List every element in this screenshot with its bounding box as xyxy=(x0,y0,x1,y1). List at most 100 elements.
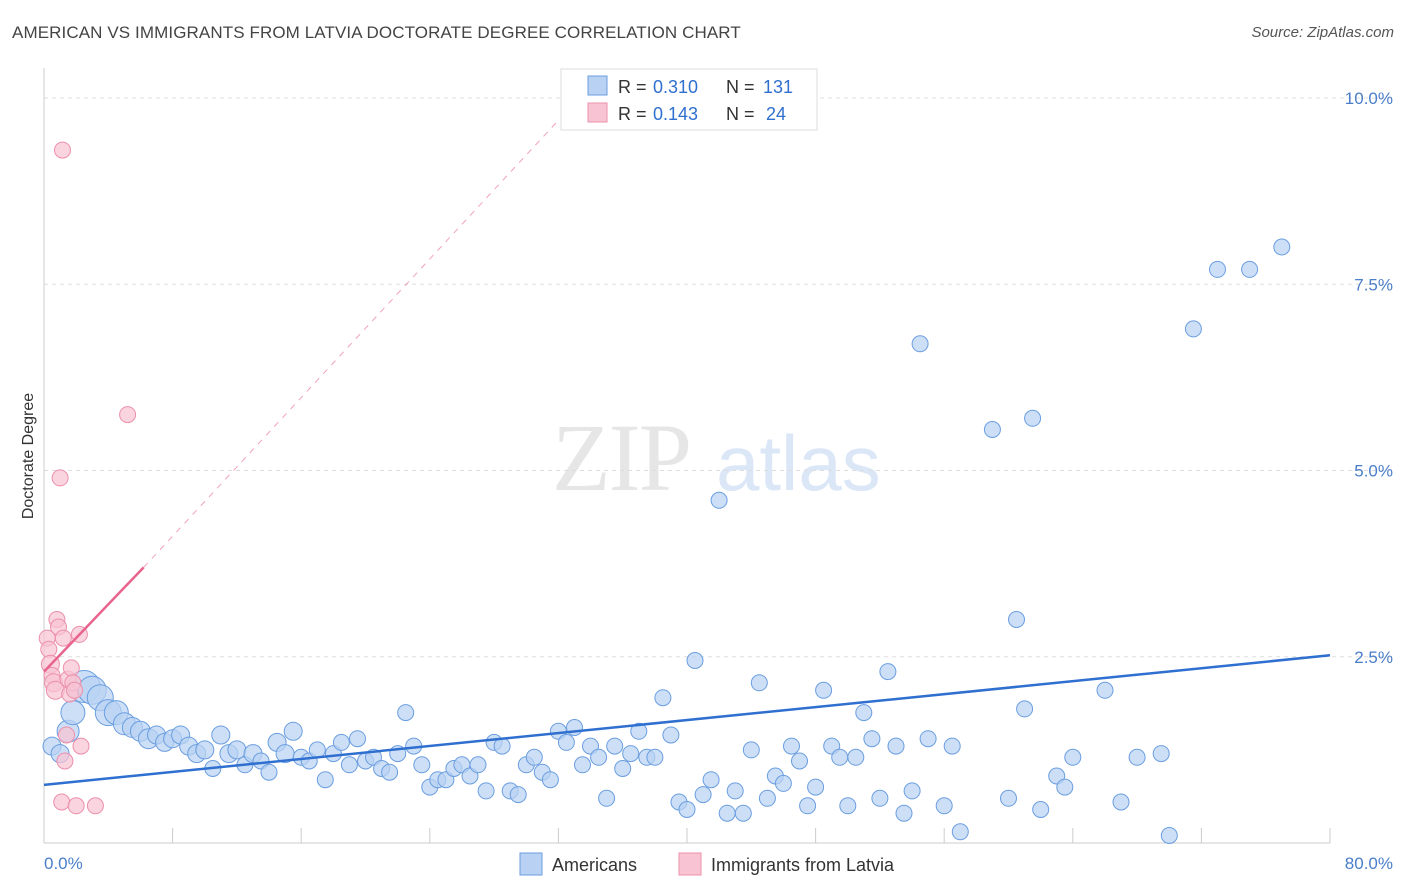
series-legend-swatch-latvia[interactable] xyxy=(678,852,702,876)
americans-point xyxy=(943,737,961,755)
americans-point xyxy=(260,763,278,781)
americans-point xyxy=(316,771,334,789)
series-legend-label-americans[interactable]: Americans xyxy=(552,855,637,875)
americans-point xyxy=(726,782,744,800)
americans-point xyxy=(574,756,591,774)
stats-legend: R = 0.310 N = 131 R = 0.143 N = 24 xyxy=(560,68,818,131)
series-legend[interactable]: Americans Immigrants from Latvia xyxy=(519,852,895,876)
latvia-point xyxy=(67,797,85,815)
americans-point xyxy=(983,421,1001,438)
series-legend-label-latvia[interactable]: Immigrants from Latvia xyxy=(711,855,895,875)
gridlines xyxy=(44,97,1395,658)
americans-point xyxy=(919,730,937,748)
americans-point xyxy=(646,748,664,766)
americans-point xyxy=(815,681,833,699)
americans-point xyxy=(831,748,849,766)
americans-point xyxy=(622,745,640,763)
americans-point xyxy=(397,704,415,722)
americans-point xyxy=(1184,320,1202,338)
americans-point xyxy=(678,801,696,818)
americans-point xyxy=(951,823,969,841)
americans-point xyxy=(839,797,857,815)
americans-point xyxy=(477,782,495,800)
x-axis-ticks xyxy=(43,828,1331,843)
americans-point xyxy=(1273,238,1291,256)
americans-point xyxy=(340,756,358,774)
chart-source: Source: ZipAtlas.com xyxy=(1251,24,1394,41)
americans-point xyxy=(654,689,672,707)
americans-point xyxy=(895,804,913,822)
americans-point xyxy=(662,726,680,744)
americans-point xyxy=(590,748,608,766)
americans-point xyxy=(413,756,431,774)
americans-point xyxy=(227,740,247,760)
americans-point xyxy=(381,763,399,781)
americans-point xyxy=(758,789,776,807)
americans-point xyxy=(469,756,487,774)
y-tick-label: 10.0% xyxy=(1345,89,1393,108)
legend-r-value-americans: 0.310 xyxy=(653,77,698,97)
x-tick-label-max: 80.0% xyxy=(1345,854,1393,873)
americans-point xyxy=(349,730,366,748)
latvia-point xyxy=(56,752,74,770)
legend-r-label-americans: R = xyxy=(618,77,647,97)
americans-point xyxy=(598,789,616,807)
americans-point xyxy=(783,737,800,755)
data-points xyxy=(38,141,1291,844)
americans-point xyxy=(742,741,760,759)
americans-point xyxy=(1128,748,1146,766)
y-tick-label: 5.0% xyxy=(1354,462,1393,481)
chart-title: AMERICAN VS IMMIGRANTS FROM LATVIA DOCTO… xyxy=(12,23,741,42)
americans-point xyxy=(887,737,905,755)
americans-point xyxy=(1152,745,1170,763)
x-tick-label-min: 0.0% xyxy=(44,854,83,873)
americans-point xyxy=(791,752,808,770)
americans-point xyxy=(541,771,559,789)
americans-point xyxy=(855,704,873,722)
americans-point xyxy=(509,786,527,804)
americans-point xyxy=(879,663,897,681)
latvia-trend-line xyxy=(43,566,145,673)
legend-r-label-latvia: R = xyxy=(618,104,647,124)
americans-point xyxy=(718,804,736,822)
trend-lines xyxy=(43,120,1331,787)
americans-point xyxy=(60,700,86,726)
latvia-point xyxy=(62,659,80,677)
americans-point xyxy=(871,789,889,807)
americans-point xyxy=(525,748,543,766)
americans-point xyxy=(1056,778,1074,796)
americans-point xyxy=(903,782,921,800)
legend-n-value-latvia: 24 xyxy=(766,104,786,124)
y-tick-label: 7.5% xyxy=(1354,275,1393,294)
americans-point xyxy=(734,804,752,822)
latvia-trend-extension xyxy=(143,120,559,568)
y-tick-label: 2.5% xyxy=(1354,648,1393,667)
latvia-point xyxy=(58,726,75,744)
americans-point xyxy=(686,652,704,669)
legend-n-label-latvia: N = xyxy=(726,104,755,124)
americans-point xyxy=(1096,681,1114,699)
americans-point xyxy=(1241,260,1259,278)
americans-point xyxy=(1008,611,1025,628)
legend-r-value-latvia: 0.143 xyxy=(653,104,698,124)
americans-point xyxy=(1024,409,1042,427)
latvia-point xyxy=(54,629,72,647)
americans-point xyxy=(702,771,720,789)
americans-point xyxy=(283,721,303,741)
series-legend-swatch-americans[interactable] xyxy=(519,852,543,876)
americans-point xyxy=(710,491,728,509)
americans-point xyxy=(1064,748,1082,766)
americans-point xyxy=(799,797,817,815)
legend-swatch-latvia xyxy=(587,102,608,123)
americans-point xyxy=(694,786,712,804)
americans-point xyxy=(1160,827,1178,844)
legend-swatch-americans xyxy=(587,75,608,96)
americans-point xyxy=(847,748,865,766)
legend-n-value-americans: 131 xyxy=(763,77,793,97)
latvia-point xyxy=(54,141,71,159)
americans-trend-line xyxy=(43,654,1331,787)
latvia-point xyxy=(51,469,69,487)
americans-point xyxy=(1000,789,1017,807)
americans-point xyxy=(863,730,881,748)
